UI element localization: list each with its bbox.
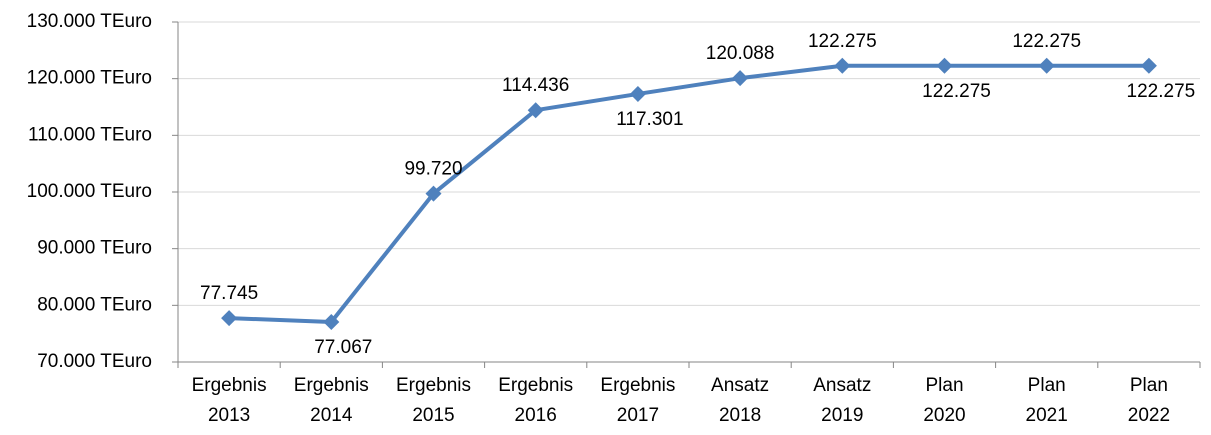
marker [936, 57, 953, 74]
x-tick-label: Plan 2020 [923, 375, 965, 426]
data-label: 122.275 [922, 81, 991, 102]
data-label: 122.275 [1127, 81, 1196, 102]
x-tick-label: Ergebnis 2013 [192, 375, 267, 426]
y-tick-label: 80.000 TEuro [37, 294, 152, 315]
x-tick-label: Ergebnis 2017 [600, 375, 675, 426]
y-tick-label: 70.000 TEuro [37, 351, 152, 372]
y-tick-label: 120.000 TEuro [27, 68, 152, 89]
x-tick-label: Ansatz 2019 [813, 375, 871, 426]
y-tick-label: 90.000 TEuro [37, 238, 152, 259]
data-label: 122.275 [808, 31, 877, 52]
marker [1038, 57, 1055, 74]
data-label: 120.088 [706, 43, 775, 64]
y-tick-label: 110.000 TEuro [28, 124, 152, 145]
data-label: 122.275 [1012, 31, 1081, 52]
data-label: 77.067 [314, 337, 372, 358]
marker [221, 310, 238, 327]
x-tick-label: Ergebnis 2016 [498, 375, 573, 426]
data-label: 99.720 [404, 159, 462, 180]
marker [425, 185, 442, 202]
x-tick-label: Ergebnis 2015 [396, 375, 471, 426]
marker [527, 102, 544, 119]
y-tick-label: 130.000 TEuro [27, 11, 152, 32]
data-label: 77.745 [200, 283, 258, 304]
marker [1140, 57, 1157, 74]
marker [629, 85, 646, 102]
x-tick-label: Plan 2021 [1026, 375, 1068, 426]
x-tick-label: Ergebnis 2014 [294, 375, 369, 426]
marker [732, 70, 749, 87]
data-label: 114.436 [502, 75, 569, 96]
marker [834, 57, 851, 74]
x-tick-label: Ansatz 2018 [711, 375, 769, 426]
x-tick-label: Plan 2022 [1128, 375, 1170, 426]
y-tick-label: 100.000 TEuro [27, 181, 152, 202]
line [229, 63, 1149, 324]
marker [323, 313, 340, 330]
data-label: 117.301 [616, 109, 683, 130]
